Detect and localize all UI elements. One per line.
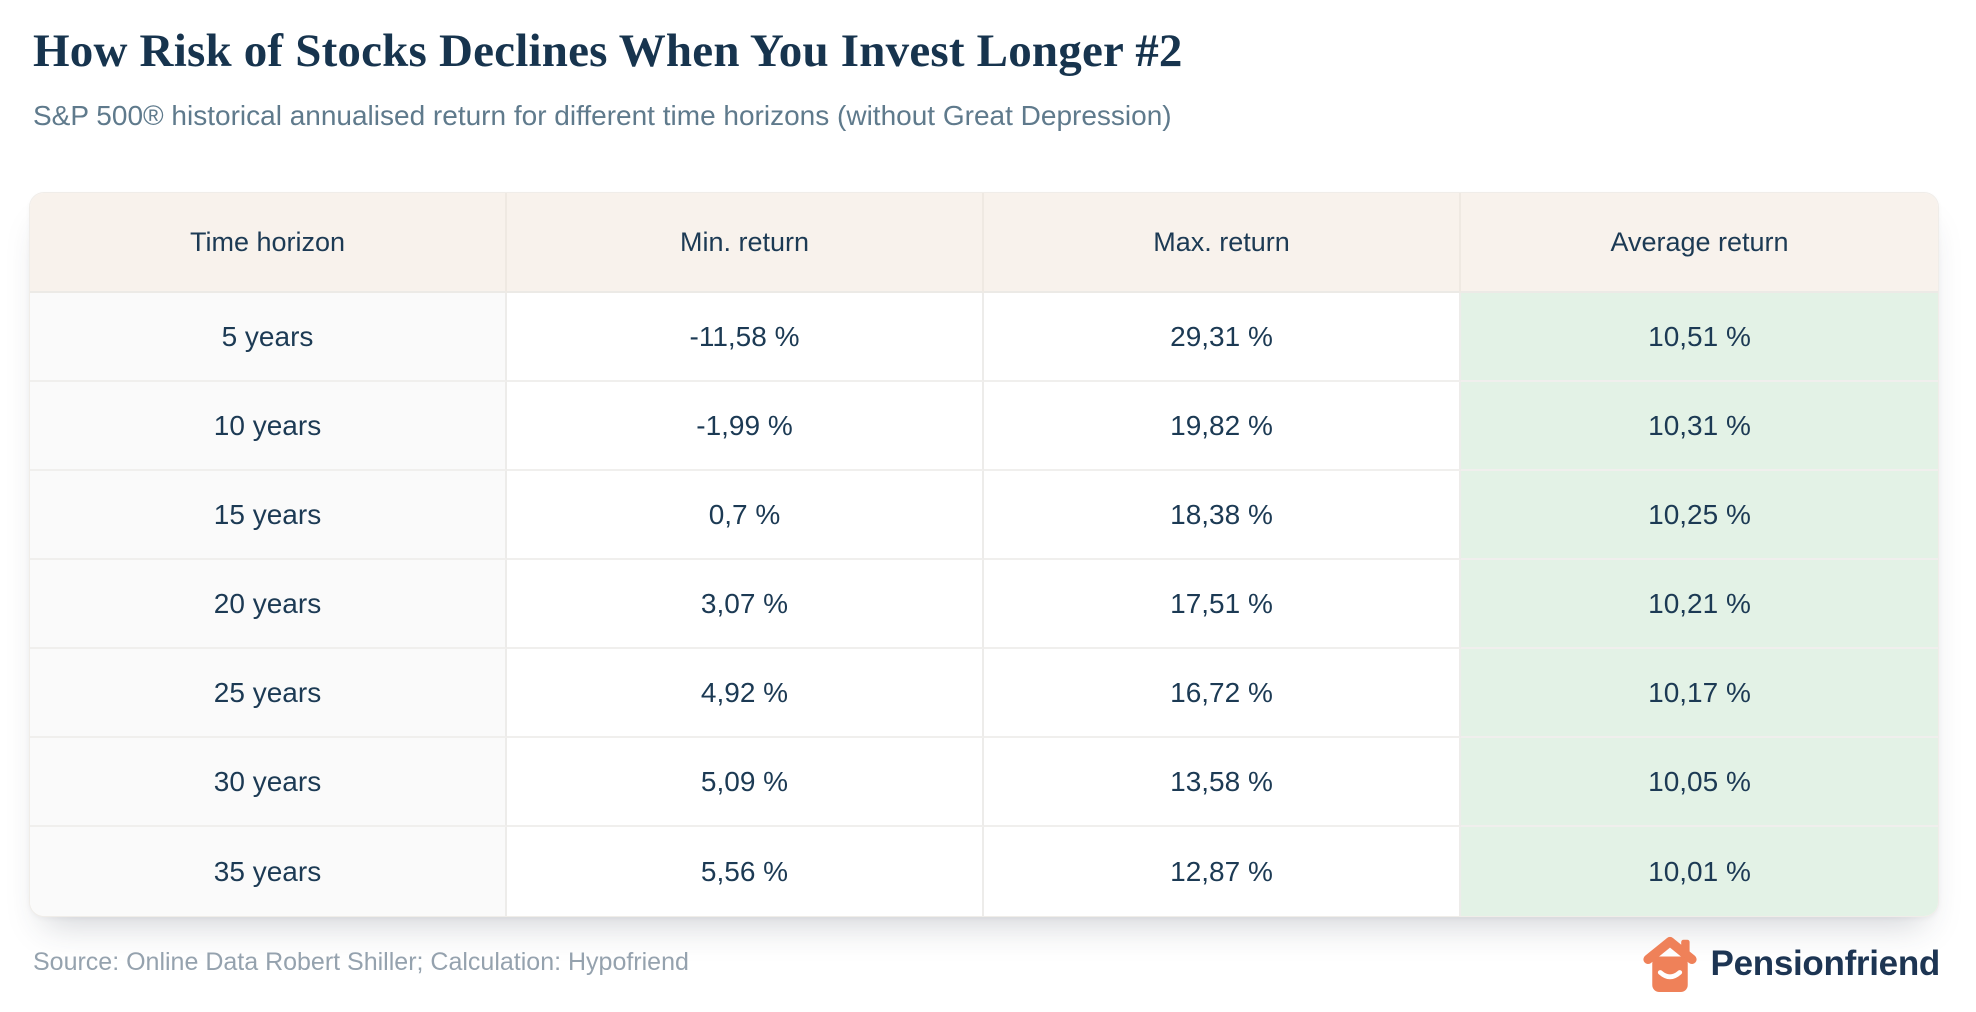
- table-header-row: Time horizon Min. return Max. return Ave…: [30, 193, 1938, 293]
- cell-max-return: 17,51 %: [984, 560, 1461, 649]
- table-row: 5 years -11,58 % 29,31 % 10,51 %: [30, 293, 1938, 382]
- cell-average-return: 10,51 %: [1461, 293, 1938, 382]
- cell-min-return: 5,09 %: [507, 738, 984, 827]
- cell-time-horizon: 5 years: [30, 293, 507, 382]
- column-header-time-horizon: Time horizon: [30, 193, 507, 293]
- cell-min-return: -1,99 %: [507, 382, 984, 471]
- cell-max-return: 18,38 %: [984, 471, 1461, 560]
- page-subtitle: S&P 500® historical annualised return fo…: [33, 100, 1172, 131]
- cell-min-return: 4,92 %: [507, 649, 984, 738]
- source-note: Source: Online Data Robert Shiller; Calc…: [33, 948, 689, 976]
- cell-time-horizon: 30 years: [30, 738, 507, 827]
- cell-average-return: 10,21 %: [1461, 560, 1938, 649]
- cell-time-horizon: 35 years: [30, 827, 507, 916]
- table-row: 30 years 5,09 % 13,58 % 10,05 %: [30, 738, 1938, 827]
- brand-name: Pensionfriend: [1710, 944, 1941, 983]
- page-title: How Risk of Stocks Declines When You Inv…: [33, 25, 1183, 77]
- cell-max-return: 13,58 %: [984, 738, 1461, 827]
- cell-min-return: 3,07 %: [507, 560, 984, 649]
- brand-logo: Pensionfriend: [1642, 933, 1940, 995]
- table-row: 35 years 5,56 % 12,87 % 10,01 %: [30, 827, 1938, 916]
- column-header-max-return: Max. return: [984, 193, 1461, 293]
- cell-time-horizon: 20 years: [30, 560, 507, 649]
- cell-max-return: 29,31 %: [984, 293, 1461, 382]
- cell-min-return: 0,7 %: [507, 471, 984, 560]
- cell-time-horizon: 10 years: [30, 382, 507, 471]
- cell-time-horizon: 15 years: [30, 471, 507, 560]
- cell-max-return: 16,72 %: [984, 649, 1461, 738]
- cell-max-return: 19,82 %: [984, 382, 1461, 471]
- returns-table: Time horizon Min. return Max. return Ave…: [30, 193, 1938, 916]
- cell-time-horizon: 25 years: [30, 649, 507, 738]
- cell-average-return: 10,01 %: [1461, 827, 1938, 916]
- column-header-min-return: Min. return: [507, 193, 984, 293]
- cell-average-return: 10,31 %: [1461, 382, 1938, 471]
- table-row: 10 years -1,99 % 19,82 % 10,31 %: [30, 382, 1938, 471]
- house-smile-icon: [1642, 936, 1697, 992]
- cell-max-return: 12,87 %: [984, 827, 1461, 916]
- cell-average-return: 10,05 %: [1461, 738, 1938, 827]
- column-header-average-return: Average return: [1461, 193, 1938, 293]
- table-row: 15 years 0,7 % 18,38 % 10,25 %: [30, 471, 1938, 560]
- cell-average-return: 10,17 %: [1461, 649, 1938, 738]
- cell-min-return: -11,58 %: [507, 293, 984, 382]
- table-row: 20 years 3,07 % 17,51 % 10,21 %: [30, 560, 1938, 649]
- table-row: 25 years 4,92 % 16,72 % 10,17 %: [30, 649, 1938, 738]
- cell-average-return: 10,25 %: [1461, 471, 1938, 560]
- cell-min-return: 5,56 %: [507, 827, 984, 916]
